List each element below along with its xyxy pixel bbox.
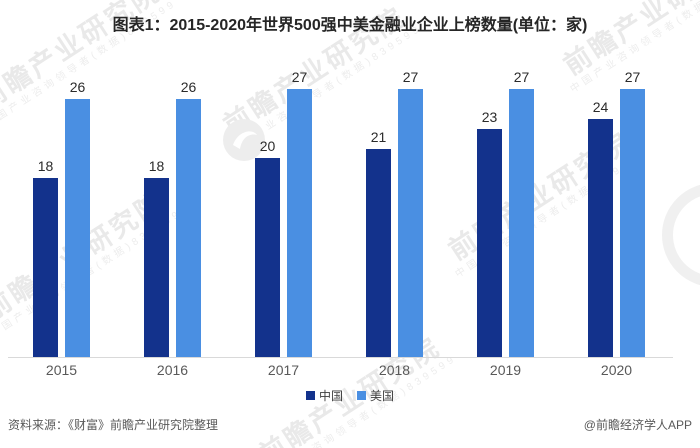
bar-cell: 27: [287, 69, 312, 357]
bar-cell: 20: [255, 138, 280, 357]
legend: 中国 美国: [0, 387, 700, 404]
bar-cell: 27: [398, 69, 423, 357]
legend-swatch-icon: [305, 391, 315, 400]
bar-group-2016: 18 26: [144, 79, 201, 357]
x-tick-2018: 2018: [378, 362, 411, 378]
value-label: 24: [592, 99, 609, 115]
bar-美国-2016: [176, 99, 201, 357]
bar-cell: 24: [588, 99, 613, 357]
bar-cell: 21: [366, 129, 391, 357]
bar-美国-2017: [287, 89, 312, 357]
value-label: 18: [37, 158, 54, 174]
bar-中国-2015: [33, 178, 58, 357]
bar-美国-2018: [398, 89, 423, 357]
legend-item-中国: 中国: [305, 387, 343, 404]
bar-cell: 23: [477, 109, 502, 357]
x-axis-tick-labels: 2015 2016 2017 2018 2019 2020: [33, 362, 645, 378]
bar-cell: 18: [33, 158, 58, 357]
circle-logo-watermark: [662, 183, 700, 287]
bar-group-2015: 18 26: [33, 79, 90, 357]
value-label: 18: [148, 158, 165, 174]
bar-cell: 26: [176, 79, 201, 357]
footer: 资料来源：《财富》前瞻产业研究院整理 @前瞻经济学人APP: [8, 416, 692, 433]
value-label: 26: [69, 79, 86, 95]
x-tick-2016: 2016: [156, 362, 189, 378]
x-tick-2020: 2020: [600, 362, 633, 378]
value-label: 26: [180, 79, 197, 95]
x-tick-2019: 2019: [489, 362, 522, 378]
value-label: 23: [481, 109, 498, 125]
legend-item-美国: 美国: [357, 387, 394, 404]
x-tick-2017: 2017: [267, 362, 300, 378]
bar-美国-2015: [65, 99, 90, 357]
bar-美国-2019: [509, 89, 534, 357]
bar-group-2019: 23 27: [477, 69, 534, 357]
bar-中国-2017: [255, 158, 280, 357]
x-axis-line: [8, 357, 673, 358]
bar-中国-2016: [144, 178, 169, 357]
value-label: 27: [513, 69, 530, 85]
bar-cell: 18: [144, 158, 169, 357]
value-label: 20: [259, 138, 276, 154]
legend-label: 中国: [318, 389, 343, 403]
value-label: 27: [624, 69, 641, 85]
legend-swatch-icon: [357, 391, 366, 400]
value-label: 27: [291, 69, 308, 85]
bar-美国-2020: [620, 89, 645, 357]
source-note: 资料来源：《财富》前瞻产业研究院整理: [8, 418, 219, 432]
bar-中国-2018: [366, 149, 391, 357]
bar-中国-2019: [477, 129, 502, 357]
bar-group-2017: 20 27: [255, 69, 312, 357]
plot-area: 18 26 18 26 20 27 21 27 23 27 24 27: [33, 69, 645, 357]
legend-label: 美国: [370, 389, 395, 403]
x-tick-2015: 2015: [45, 362, 78, 378]
bar-group-2018: 21 27: [366, 69, 423, 357]
bar-group-2020: 24 27: [588, 69, 645, 357]
credit-note: @前瞻经济学人APP: [583, 418, 692, 432]
chart-title: 图表1：2015-2020年世界500强中美金融业企业上榜数量(单位：家): [112, 17, 588, 34]
bar-cell: 27: [620, 69, 645, 357]
bar-中国-2020: [588, 119, 613, 357]
value-label: 21: [370, 129, 387, 145]
bar-cell: 26: [65, 79, 90, 357]
value-label: 27: [402, 69, 419, 85]
bar-cell: 27: [509, 69, 534, 357]
